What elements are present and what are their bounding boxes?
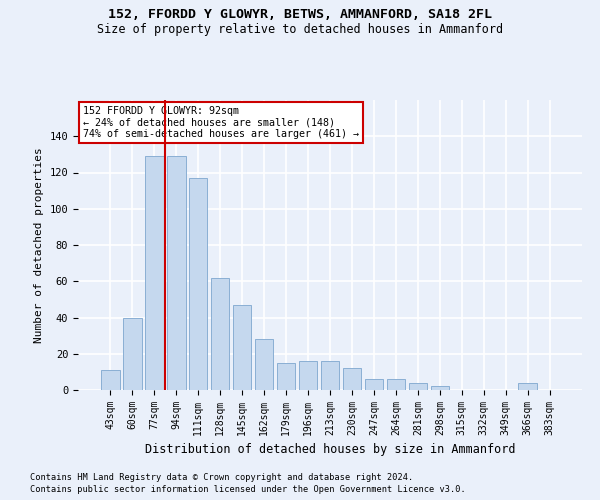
Bar: [365, 379, 383, 390]
Bar: [299, 361, 317, 390]
Y-axis label: Number of detached properties: Number of detached properties: [34, 147, 44, 343]
Text: 152 FFORDD Y GLOWYR: 92sqm
← 24% of detached houses are smaller (148)
74% of sem: 152 FFORDD Y GLOWYR: 92sqm ← 24% of deta…: [83, 106, 359, 139]
Text: Contains public sector information licensed under the Open Government Licence v3: Contains public sector information licen…: [30, 485, 466, 494]
Text: Contains HM Land Registry data © Crown copyright and database right 2024.: Contains HM Land Registry data © Crown c…: [30, 472, 413, 482]
Text: Distribution of detached houses by size in Ammanford: Distribution of detached houses by size …: [145, 442, 515, 456]
Bar: [518, 383, 537, 390]
Bar: [431, 386, 449, 390]
Bar: [277, 363, 295, 390]
Bar: [101, 370, 119, 390]
Bar: [320, 361, 340, 390]
Bar: [233, 305, 251, 390]
Bar: [189, 178, 208, 390]
Bar: [145, 156, 164, 390]
Text: 152, FFORDD Y GLOWYR, BETWS, AMMANFORD, SA18 2FL: 152, FFORDD Y GLOWYR, BETWS, AMMANFORD, …: [108, 8, 492, 20]
Bar: [343, 368, 361, 390]
Bar: [167, 156, 185, 390]
Bar: [211, 278, 229, 390]
Bar: [123, 318, 142, 390]
Bar: [409, 383, 427, 390]
Bar: [255, 339, 274, 390]
Text: Size of property relative to detached houses in Ammanford: Size of property relative to detached ho…: [97, 22, 503, 36]
Bar: [386, 379, 405, 390]
